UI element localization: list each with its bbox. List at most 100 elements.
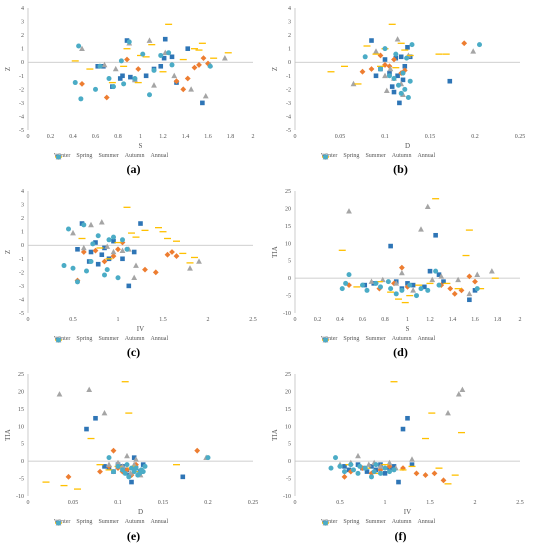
data-point-autumn [224, 52, 232, 54]
data-point-annual [393, 291, 399, 297]
data-point-winter [102, 245, 107, 251]
data-point-winter [395, 73, 400, 79]
y-tick-label: 10 [285, 241, 291, 247]
y-tick-label: 15 [285, 407, 291, 413]
data-point-winter [396, 479, 401, 485]
y-tick-label: -1 [19, 257, 24, 263]
data-point-summer [424, 203, 431, 209]
data-point-autumn [137, 54, 144, 57]
data-point-spring [205, 60, 211, 67]
data-point-summer [104, 243, 111, 249]
legend-item-summer: Summer [322, 336, 386, 343]
panel-caption: (b) [393, 162, 408, 176]
data-point-annual [348, 462, 354, 468]
y-tick-label: -2 [286, 87, 291, 93]
data-point-annual [364, 287, 370, 293]
data-point-annual [118, 58, 124, 64]
data-point-spring [110, 253, 117, 259]
data-point-autumn [406, 54, 414, 57]
legend-label: Winter [321, 153, 338, 159]
legend-item-autumn: Autumn [322, 336, 411, 342]
data-point-summer [115, 459, 121, 466]
data-point-winter [138, 221, 143, 226]
series-annual [339, 268, 480, 299]
y-tick-label: 0 [21, 60, 24, 66]
data-point-winter [393, 55, 399, 61]
data-point-summer [445, 409, 451, 416]
legend-item-annual: Annual [56, 519, 168, 526]
series-autumn [338, 198, 499, 304]
data-point-annual [351, 467, 356, 473]
x-tick-label: 1.4 [182, 134, 190, 140]
data-point-annual [56, 154, 61, 160]
data-point-spring [466, 273, 473, 280]
legend-item-annual: Annual [323, 153, 435, 160]
data-point-summer [151, 82, 157, 88]
y-tick-label: 0 [288, 276, 291, 282]
data-point-spring [80, 249, 87, 255]
legend-label: Winter [54, 336, 71, 342]
data-point-winter [161, 55, 167, 61]
data-point-spring [97, 468, 103, 475]
data-point-annual [106, 455, 112, 461]
data-point-spring [194, 447, 201, 454]
data-point-autumn [363, 45, 371, 47]
y-tick-label: -4 [286, 114, 291, 120]
data-point-winter [129, 479, 134, 485]
chart-legend: Winter Spring Summer Autumn Annual [321, 519, 435, 526]
data-point-winter [369, 38, 374, 43]
x-axis-label: IV [137, 325, 144, 333]
x-tick-label: 0.25 [248, 500, 259, 506]
data-point-spring [191, 64, 198, 71]
data-point-winter [111, 238, 116, 244]
data-point-spring [115, 246, 121, 253]
legend-label: Autumn [124, 153, 145, 159]
legend-item-autumn: Autumn [322, 153, 411, 159]
data-point-autumn [491, 277, 499, 279]
data-point-annual [106, 237, 112, 243]
data-point-summer [101, 409, 108, 416]
data-point-summer [131, 461, 138, 467]
data-point-annual [436, 282, 442, 288]
y-tick-label: 25 [18, 372, 24, 378]
data-point-spring [65, 473, 72, 480]
data-point-autumn [338, 249, 346, 251]
data-point-annual [382, 46, 388, 52]
data-point-summer [346, 208, 352, 214]
data-point-annual [126, 39, 132, 45]
series-autumn [71, 23, 232, 84]
panel-caption: (e) [126, 529, 141, 543]
data-point-autumn [114, 241, 122, 244]
panel-caption: (c) [126, 345, 141, 359]
legend-label: Winter [321, 336, 338, 342]
data-point-annual [407, 282, 413, 288]
data-point-annual [385, 279, 391, 285]
data-point-autumn [372, 472, 380, 475]
x-tick-label: 0.4 [336, 317, 344, 323]
x-tick-label: 0.2 [47, 134, 55, 140]
legend-item-spring: Spring [55, 336, 92, 343]
data-point-autumn [125, 412, 133, 414]
data-point-annual [142, 463, 148, 469]
legend-label: Spring [76, 153, 93, 159]
y-tick-label: 15 [18, 407, 24, 413]
y-tick-label: 20 [18, 389, 24, 395]
data-point-summer [379, 276, 386, 283]
data-point-summer [133, 456, 139, 462]
data-point-autumn [159, 71, 167, 73]
data-point-annual [369, 474, 374, 480]
data-point-autumn [432, 198, 440, 200]
legend-label: Spring [343, 336, 360, 342]
data-point-spring [398, 264, 405, 271]
chart-legend: Winter Spring Summer Autumn Annual [321, 336, 435, 343]
x-tick-label: 2.5 [516, 500, 524, 506]
data-point-summer [418, 226, 424, 232]
data-point-autumn [71, 60, 79, 62]
data-point-summer [88, 221, 94, 228]
x-tick-label: 0.8 [381, 317, 389, 323]
data-point-annual [111, 469, 116, 475]
legend-label: Summer [98, 153, 119, 159]
data-point-summer [146, 37, 153, 43]
data-point-winter [185, 46, 191, 51]
data-point-summer [350, 80, 357, 87]
